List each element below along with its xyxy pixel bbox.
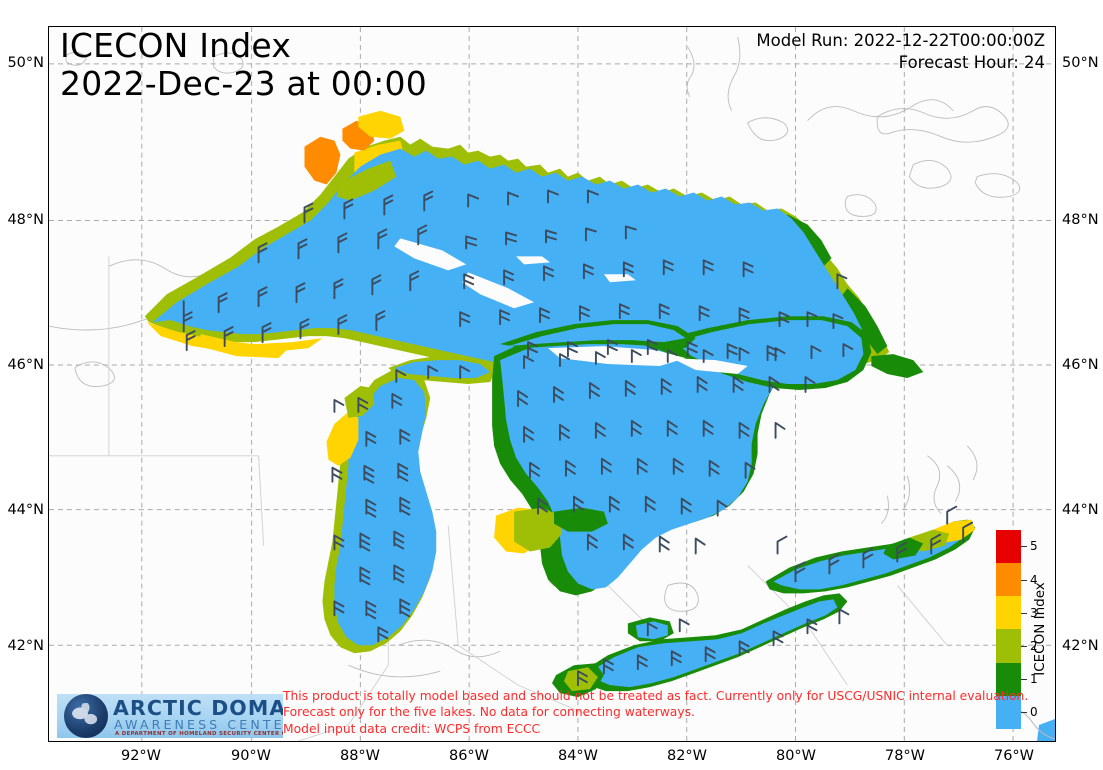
colorbar-label-3: 3 [1030, 606, 1038, 620]
y-tick-label-left-46N: 46°N [7, 357, 44, 373]
x-tick-label-88W: 88°W [339, 748, 381, 764]
disclaimer-line3: Model input data credit: WCPS from ECCC [283, 721, 541, 736]
colorbar-label-1: 1 [1030, 672, 1038, 686]
lake-michigan [322, 356, 497, 654]
colorbar-tick-5 [1021, 546, 1027, 547]
logo-line2: AWARENESS CENTER [114, 717, 283, 732]
x-tick-label-84W: 84°W [557, 748, 599, 764]
colorbar-segment-5 [996, 530, 1021, 564]
x-tick-label-78W: 78°W [884, 748, 926, 764]
colorbar-tick-1 [1021, 679, 1027, 680]
colorbar-tick-4 [1021, 580, 1027, 581]
forecast-hour-label: Forecast Hour: 24 [898, 53, 1045, 72]
colorbar-label-2: 2 [1030, 639, 1038, 653]
lake-erie [552, 593, 848, 698]
lake-ontario-sliver [1037, 719, 1055, 741]
colorbar-segment-2 [996, 629, 1021, 663]
map-plot-area[interactable] [48, 26, 1056, 742]
colorbar-label-0: 0 [1030, 705, 1038, 719]
x-tick-label-86W: 86°W [448, 748, 490, 764]
y-tick-label-left-44N: 44°N [7, 502, 44, 518]
y-tick-label-left-42N: 42°N [7, 638, 44, 654]
adac-logo[interactable]: ARCTIC DOMAIN AWARENESS CENTER A DEPARTM… [57, 694, 283, 738]
map-canvas [49, 27, 1055, 741]
chart-title: ICECON Index 2022-Dec-23 at 00:00 [60, 27, 427, 103]
disclaimer-line2: Forecast only for the five lakes. No dat… [283, 705, 695, 720]
icecon-colorbar[interactable]: 5 4 3 2 1 0 [996, 530, 1038, 729]
model-run-label: Model Run: 2022-12-22T00:00:00Z [756, 31, 1045, 50]
lake-superior [144, 110, 924, 384]
x-tick-label-80W: 80°W [775, 748, 817, 764]
y-tick-label-right-44N: 44°N [1062, 502, 1099, 518]
y-tick-label-left-50N: 50°N [7, 55, 44, 71]
y-tick-label-right-46N: 46°N [1062, 357, 1099, 373]
globe-icon [64, 694, 108, 738]
y-tick-label-right-42N: 42°N [1062, 638, 1099, 654]
x-tick-label-92W: 92°W [120, 748, 162, 764]
colorbar-segment-1 [996, 662, 1021, 696]
lake-huron [492, 316, 872, 596]
disclaimer-line1: This product is totally model based and … [283, 689, 1029, 703]
logo-line3: A DEPARTMENT OF HOMELAND SECURITY CENTER… [115, 731, 283, 737]
disclaimer-text: This product is totally model based and … [283, 688, 1028, 737]
x-tick-label-82W: 82°W [666, 748, 708, 764]
colorbar-segment-4 [996, 563, 1021, 597]
y-tick-label-right-50N: 50°N [1062, 55, 1099, 71]
chart-title-line1: ICECON Index [60, 26, 292, 65]
y-tick-label-left-48N: 48°N [7, 212, 44, 228]
chart-title-line2: 2022-Dec-23 at 00:00 [60, 64, 427, 103]
colorbar-segment-0 [996, 695, 1021, 729]
y-tick-label-right-48N: 48°N [1062, 212, 1099, 228]
colorbar-tick-3 [1021, 613, 1027, 614]
wind-barb-field [182, 189, 974, 687]
colorbar-axis-title: ICECON Index [1032, 582, 1048, 676]
colorbar-label-5: 5 [1030, 539, 1038, 553]
x-tick-label-76W: 76°W [993, 748, 1035, 764]
colorbar-segment-3 [996, 596, 1021, 630]
colorbar-tick-0 [1021, 712, 1027, 713]
colorbar-tick-2 [1021, 646, 1027, 647]
colorbar-label-4: 4 [1030, 573, 1038, 587]
x-tick-label-90W: 90°W [230, 748, 272, 764]
logo-line1: ARCTIC DOMAIN [113, 696, 283, 720]
